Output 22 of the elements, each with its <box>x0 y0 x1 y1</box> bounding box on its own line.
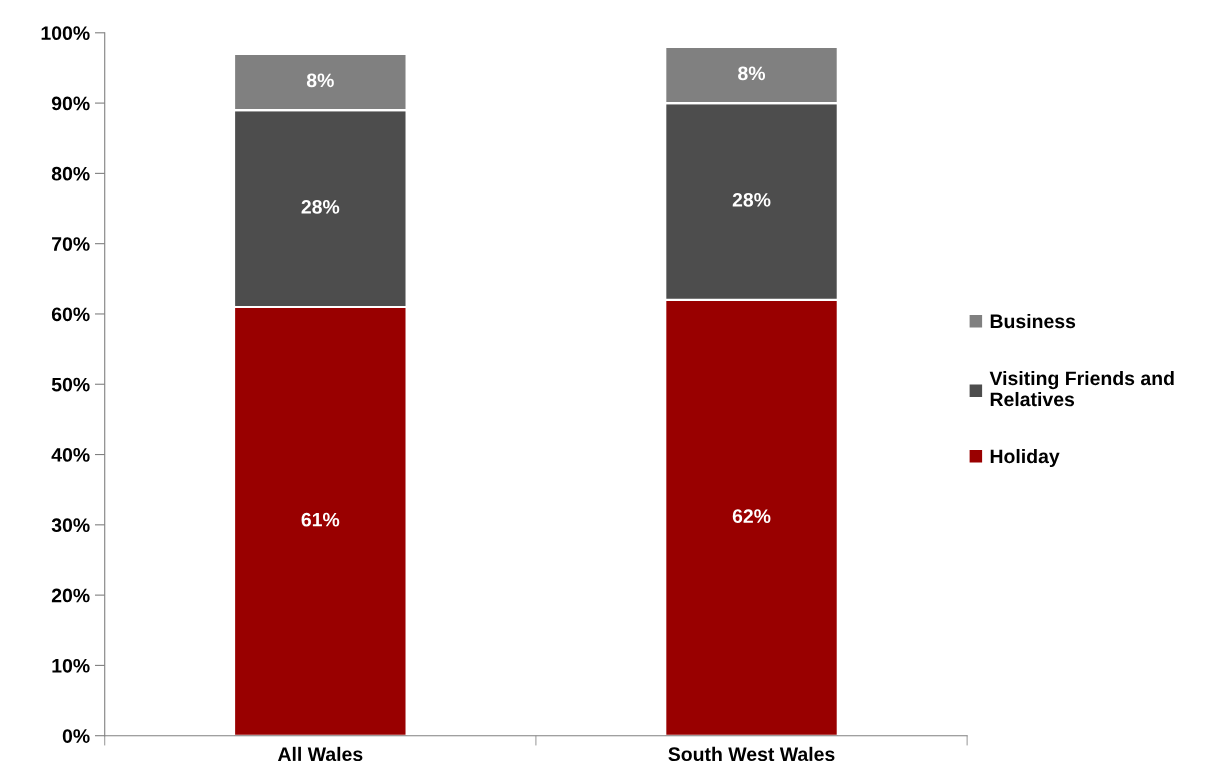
legend-label: Visiting Friends and Relatives <box>989 370 1174 407</box>
y-tick-label: 0% <box>62 729 90 743</box>
y-tick-label: 50% <box>51 377 90 392</box>
x-tick-label: South West Wales <box>668 746 835 762</box>
y-tick-label: 90% <box>51 96 90 111</box>
data-label: 62% <box>732 509 771 524</box>
y-tick-label: 100% <box>41 26 90 41</box>
y-tick-label: 10% <box>52 658 90 673</box>
data-label: 28% <box>301 199 340 214</box>
y-tick-label: 70% <box>52 237 90 251</box>
data-label: 8% <box>738 66 766 81</box>
data-label: 8% <box>306 73 334 88</box>
data-label: 28% <box>732 192 771 207</box>
legend-label: Holiday <box>990 448 1060 468</box>
y-tick-label: 40% <box>51 448 90 462</box>
y-tick-label: 60% <box>51 307 90 322</box>
legend-label: Business <box>990 313 1076 329</box>
x-tick-label: All Wales <box>277 746 363 762</box>
y-tick-label: 80% <box>51 166 90 181</box>
y-tick-label: 20% <box>51 588 90 603</box>
data-label: 61% <box>301 512 340 527</box>
y-tick-label: 30% <box>51 518 90 533</box>
